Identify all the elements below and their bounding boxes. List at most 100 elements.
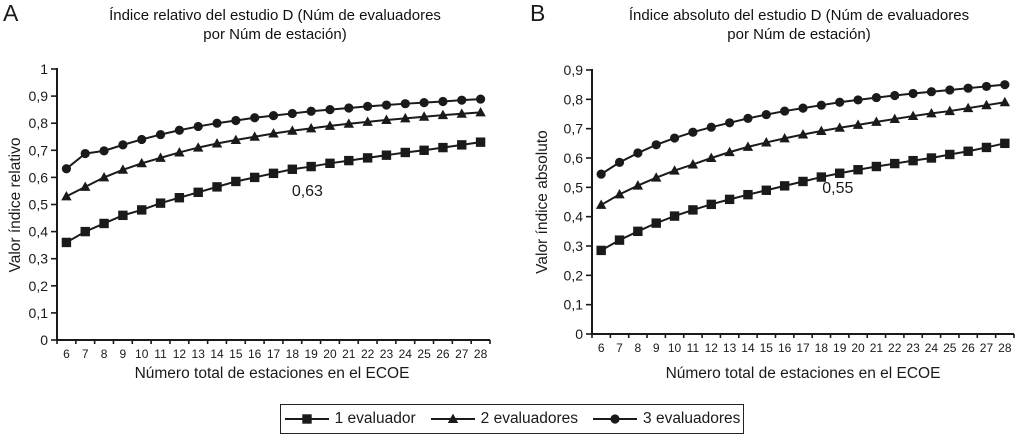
square-marker: [475, 137, 486, 147]
x-tick-label: 12: [173, 347, 187, 361]
circle-marker: [780, 106, 790, 116]
triangle-marker: [437, 109, 449, 120]
triangle-marker: [852, 119, 864, 129]
square-marker: [301, 414, 312, 424]
panel-b-y-axis-title: Valor índice absoluto: [534, 130, 551, 274]
square-marker: [633, 226, 643, 237]
square-marker: [816, 172, 827, 182]
panel-a-y-axis-title: Valor índice relativo: [7, 138, 24, 273]
panel-b-title-line2: por Núm de estación): [727, 26, 871, 43]
triangle-marker: [324, 120, 336, 130]
x-tick-label: 8: [101, 347, 108, 361]
square-marker: [890, 158, 900, 169]
square-marker: [419, 145, 429, 155]
y-tick-label: 0,1: [564, 297, 584, 313]
circle-marker: [743, 113, 753, 123]
triangle-marker: [669, 165, 680, 175]
square-marker: [724, 194, 735, 205]
x-tick-label: 11: [154, 347, 167, 361]
square-marker: [457, 140, 467, 150]
square-marker: [268, 168, 279, 179]
triangle-marker: [475, 106, 486, 117]
series-square: [61, 137, 486, 248]
square-marker: [981, 142, 992, 153]
x-tick-label: 6: [598, 341, 605, 355]
circle-marker: [457, 95, 467, 105]
x-tick-label: 20: [323, 347, 337, 361]
square-marker: [834, 168, 845, 178]
x-tick-labels: 6 7 8 9 10 11 12 13 14 15 16 17 18 19 20 21 22 23 24 25 26 27…: [63, 347, 488, 361]
legend-label: 3 evaluadores: [643, 410, 741, 427]
triangle-marker: [192, 142, 204, 152]
circle-marker: [137, 134, 147, 145]
square-marker: [381, 150, 392, 160]
x-tick-label: 17: [796, 341, 810, 355]
circle-marker: [963, 83, 973, 93]
square-marker: [596, 245, 606, 256]
x-tick-label: 25: [943, 341, 957, 355]
triangle-marker: [268, 128, 279, 138]
triangle-marker: [706, 152, 717, 162]
y-tick-label: 0,5: [564, 179, 584, 195]
triangle-marker: [230, 134, 242, 145]
circle-marker: [118, 140, 128, 150]
circle-marker: [669, 133, 680, 143]
x-tick-label: 10: [135, 347, 149, 361]
circle-marker: [419, 98, 429, 108]
x-tick-label: 12: [705, 341, 719, 355]
circle-marker: [99, 146, 109, 156]
triangle-marker: [651, 172, 662, 182]
triangle-marker: [418, 111, 430, 121]
legend-label: 1 evaluador: [334, 410, 416, 427]
x-tick-label: 18: [815, 341, 829, 355]
square-marker: [400, 147, 410, 158]
x-tick-label: 25: [417, 347, 431, 361]
x-tick-label: 15: [760, 341, 774, 355]
x-tick-label: 13: [723, 341, 737, 355]
x-tick-label: 22: [888, 341, 902, 355]
circle-marker: [725, 118, 735, 128]
axes: [591, 69, 1014, 335]
x-tick-label: 14: [741, 341, 755, 355]
circle-marker: [363, 101, 373, 111]
panel-b-title: Índice absoluto del estudio D (Núm de ev…: [559, 6, 1024, 44]
square-marker: [706, 199, 716, 210]
series-square: [596, 138, 1010, 256]
x-tick-label: 28: [474, 347, 488, 361]
y-tick-label: 0,8: [29, 115, 49, 131]
circle-marker: [306, 106, 316, 116]
circle-marker: [853, 95, 863, 105]
triangle-marker: [343, 118, 355, 128]
legend-square-icon: [284, 414, 329, 424]
y-tick-label: 0,5: [29, 197, 49, 213]
circle-marker: [614, 157, 625, 167]
y-tick-label: 0,3: [29, 251, 49, 267]
panel-a-title-line2: por Núm de estación): [203, 26, 347, 43]
circle-marker: [381, 100, 392, 110]
series-triangle: [61, 106, 486, 201]
y-tick-label: 0,4: [564, 209, 584, 225]
triangle-marker: [614, 188, 625, 199]
square-marker: [193, 187, 203, 198]
x-tick-label: 19: [833, 341, 847, 355]
circle-marker: [871, 92, 881, 103]
y-tick-labels: 0 0,1 0,2 0,3 0,4 0,5 0,6 0,7 0,8 0,9 1: [29, 61, 49, 348]
circle-marker: [475, 94, 486, 104]
panel-a-plot-content: 00,10,20,30,40,50,60,70,80,916 7 8 9 10 11 12 1…: [29, 61, 491, 361]
x-tick-label: 22: [361, 347, 375, 361]
x-tick-label: 20: [851, 341, 865, 355]
x-tick-label: 7: [82, 347, 89, 361]
panel-a-title-line1: Índice relativo del estudio D (Núm de ev…: [109, 7, 441, 24]
square-marker: [926, 153, 937, 163]
square-marker: [761, 185, 772, 195]
square-marker: [325, 158, 335, 169]
y-tick-label: 0,9: [29, 88, 49, 104]
square-marker: [231, 176, 241, 187]
panel-a-title: Índice relativo del estudio D (Núm de ev…: [35, 6, 515, 44]
triangle-marker: [981, 99, 992, 110]
square-marker: [174, 193, 185, 203]
circle-marker: [400, 99, 410, 109]
circle-marker: [633, 148, 643, 158]
triangle-marker: [797, 129, 809, 139]
annotation-value: 0,55: [822, 180, 853, 197]
